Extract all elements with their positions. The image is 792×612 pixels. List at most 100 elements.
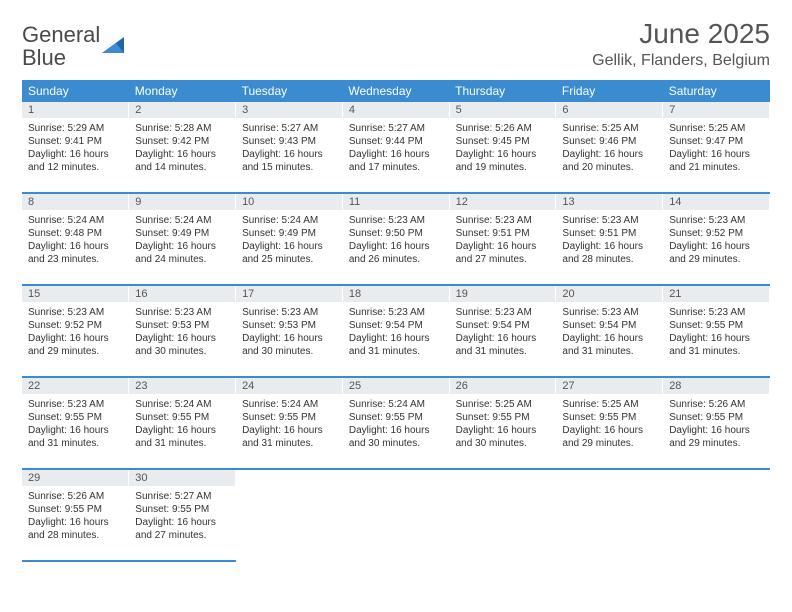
day-number: 8 xyxy=(22,194,128,210)
sunset-line: Sunset: 9:47 PM xyxy=(669,135,763,148)
location-subtitle: Gellik, Flanders, Belgium xyxy=(592,52,770,70)
day-content: Sunrise: 5:23 AMSunset: 9:55 PMDaylight:… xyxy=(663,302,769,376)
header-bar: General Blue June 2025 Gellik, Flanders,… xyxy=(22,18,770,70)
sunset-line: Sunset: 9:54 PM xyxy=(562,319,656,332)
day-content: Sunrise: 5:23 AMSunset: 9:52 PMDaylight:… xyxy=(22,302,128,376)
day-number: 18 xyxy=(343,286,449,302)
daylight-line: Daylight: 16 hours and 31 minutes. xyxy=(242,424,336,450)
sunset-line: Sunset: 9:54 PM xyxy=(456,319,550,332)
day-number: 23 xyxy=(129,378,235,394)
daylight-line: Daylight: 16 hours and 30 minutes. xyxy=(135,332,229,358)
sunrise-line: Sunrise: 5:23 AM xyxy=(456,214,550,227)
day-number: 11 xyxy=(343,194,449,210)
sunset-line: Sunset: 9:52 PM xyxy=(669,227,763,240)
sunrise-line: Sunrise: 5:23 AM xyxy=(349,214,443,227)
calendar-week-row: 22Sunrise: 5:23 AMSunset: 9:55 PMDayligh… xyxy=(22,377,770,469)
day-content: Sunrise: 5:28 AMSunset: 9:42 PMDaylight:… xyxy=(129,118,235,192)
daylight-line: Daylight: 16 hours and 30 minutes. xyxy=(349,424,443,450)
sunset-line: Sunset: 9:51 PM xyxy=(562,227,656,240)
calendar-day-cell: 16Sunrise: 5:23 AMSunset: 9:53 PMDayligh… xyxy=(129,285,236,377)
daylight-line: Daylight: 16 hours and 29 minutes. xyxy=(562,424,656,450)
daylight-line: Daylight: 16 hours and 27 minutes. xyxy=(135,516,229,542)
sunrise-line: Sunrise: 5:25 AM xyxy=(456,398,550,411)
daylight-line: Daylight: 16 hours and 26 minutes. xyxy=(349,240,443,266)
day-content: Sunrise: 5:23 AMSunset: 9:54 PMDaylight:… xyxy=(556,302,662,376)
day-number: 4 xyxy=(343,102,449,118)
sunrise-line: Sunrise: 5:23 AM xyxy=(135,306,229,319)
day-content: Sunrise: 5:23 AMSunset: 9:51 PMDaylight:… xyxy=(556,210,662,284)
daylight-line: Daylight: 16 hours and 23 minutes. xyxy=(28,240,122,266)
sunrise-line: Sunrise: 5:23 AM xyxy=(669,306,763,319)
day-number: 5 xyxy=(450,102,556,118)
calendar-day-cell: 19Sunrise: 5:23 AMSunset: 9:54 PMDayligh… xyxy=(449,285,556,377)
daylight-line: Daylight: 16 hours and 31 minutes. xyxy=(456,332,550,358)
calendar-day-cell xyxy=(663,469,770,561)
daylight-line: Daylight: 16 hours and 29 minutes. xyxy=(669,240,763,266)
weekday-header: Thursday xyxy=(449,80,556,102)
calendar-day-cell: 4Sunrise: 5:27 AMSunset: 9:44 PMDaylight… xyxy=(342,102,449,193)
daylight-line: Daylight: 16 hours and 31 minutes. xyxy=(28,424,122,450)
calendar-day-cell: 29Sunrise: 5:26 AMSunset: 9:55 PMDayligh… xyxy=(22,469,129,561)
day-number: 16 xyxy=(129,286,235,302)
sunset-line: Sunset: 9:55 PM xyxy=(349,411,443,424)
sunrise-line: Sunrise: 5:23 AM xyxy=(669,214,763,227)
daylight-line: Daylight: 16 hours and 14 minutes. xyxy=(135,148,229,174)
calendar-day-cell: 8Sunrise: 5:24 AMSunset: 9:48 PMDaylight… xyxy=(22,193,129,285)
daylight-line: Daylight: 16 hours and 31 minutes. xyxy=(135,424,229,450)
sunset-line: Sunset: 9:54 PM xyxy=(349,319,443,332)
day-content: Sunrise: 5:25 AMSunset: 9:46 PMDaylight:… xyxy=(556,118,662,192)
weekday-header: Sunday xyxy=(22,80,129,102)
day-number: 15 xyxy=(22,286,128,302)
calendar-day-cell: 22Sunrise: 5:23 AMSunset: 9:55 PMDayligh… xyxy=(22,377,129,469)
calendar-day-cell: 30Sunrise: 5:27 AMSunset: 9:55 PMDayligh… xyxy=(129,469,236,561)
sunrise-line: Sunrise: 5:25 AM xyxy=(669,122,763,135)
sunrise-line: Sunrise: 5:24 AM xyxy=(242,398,336,411)
sunrise-line: Sunrise: 5:23 AM xyxy=(562,306,656,319)
day-number: 10 xyxy=(236,194,342,210)
day-number: 9 xyxy=(129,194,235,210)
sunrise-line: Sunrise: 5:23 AM xyxy=(242,306,336,319)
sunrise-line: Sunrise: 5:23 AM xyxy=(28,398,122,411)
day-number: 7 xyxy=(663,102,769,118)
sunset-line: Sunset: 9:48 PM xyxy=(28,227,122,240)
day-number: 27 xyxy=(556,378,662,394)
daylight-line: Daylight: 16 hours and 31 minutes. xyxy=(669,332,763,358)
calendar-day-cell: 18Sunrise: 5:23 AMSunset: 9:54 PMDayligh… xyxy=(342,285,449,377)
calendar-day-cell: 12Sunrise: 5:23 AMSunset: 9:51 PMDayligh… xyxy=(449,193,556,285)
sunset-line: Sunset: 9:41 PM xyxy=(28,135,122,148)
daylight-line: Daylight: 16 hours and 27 minutes. xyxy=(456,240,550,266)
calendar-week-row: 29Sunrise: 5:26 AMSunset: 9:55 PMDayligh… xyxy=(22,469,770,561)
daylight-line: Daylight: 16 hours and 30 minutes. xyxy=(456,424,550,450)
daylight-line: Daylight: 16 hours and 24 minutes. xyxy=(135,240,229,266)
title-block: June 2025 Gellik, Flanders, Belgium xyxy=(592,18,770,70)
day-content: Sunrise: 5:24 AMSunset: 9:55 PMDaylight:… xyxy=(236,394,342,468)
sunrise-line: Sunrise: 5:27 AM xyxy=(242,122,336,135)
day-number: 26 xyxy=(450,378,556,394)
day-number: 25 xyxy=(343,378,449,394)
day-content: Sunrise: 5:23 AMSunset: 9:50 PMDaylight:… xyxy=(343,210,449,284)
sunset-line: Sunset: 9:44 PM xyxy=(349,135,443,148)
calendar-day-cell: 10Sunrise: 5:24 AMSunset: 9:49 PMDayligh… xyxy=(236,193,343,285)
sunset-line: Sunset: 9:51 PM xyxy=(456,227,550,240)
sunset-line: Sunset: 9:55 PM xyxy=(28,411,122,424)
calendar-table: Sunday Monday Tuesday Wednesday Thursday… xyxy=(22,80,770,562)
weekday-header: Wednesday xyxy=(342,80,449,102)
sunrise-line: Sunrise: 5:24 AM xyxy=(135,398,229,411)
brand-triangle-icon xyxy=(102,35,128,60)
calendar-day-cell xyxy=(449,469,556,561)
day-number: 13 xyxy=(556,194,662,210)
day-content: Sunrise: 5:23 AMSunset: 9:52 PMDaylight:… xyxy=(663,210,769,284)
daylight-line: Daylight: 16 hours and 20 minutes. xyxy=(562,148,656,174)
sunset-line: Sunset: 9:50 PM xyxy=(349,227,443,240)
calendar-day-cell: 25Sunrise: 5:24 AMSunset: 9:55 PMDayligh… xyxy=(342,377,449,469)
calendar-day-cell: 15Sunrise: 5:23 AMSunset: 9:52 PMDayligh… xyxy=(22,285,129,377)
weekday-header: Friday xyxy=(556,80,663,102)
day-number: 3 xyxy=(236,102,342,118)
sunset-line: Sunset: 9:55 PM xyxy=(135,411,229,424)
sunrise-line: Sunrise: 5:23 AM xyxy=(562,214,656,227)
day-content: Sunrise: 5:29 AMSunset: 9:41 PMDaylight:… xyxy=(22,118,128,192)
day-number: 14 xyxy=(663,194,769,210)
daylight-line: Daylight: 16 hours and 19 minutes. xyxy=(456,148,550,174)
sunrise-line: Sunrise: 5:26 AM xyxy=(456,122,550,135)
sunset-line: Sunset: 9:43 PM xyxy=(242,135,336,148)
